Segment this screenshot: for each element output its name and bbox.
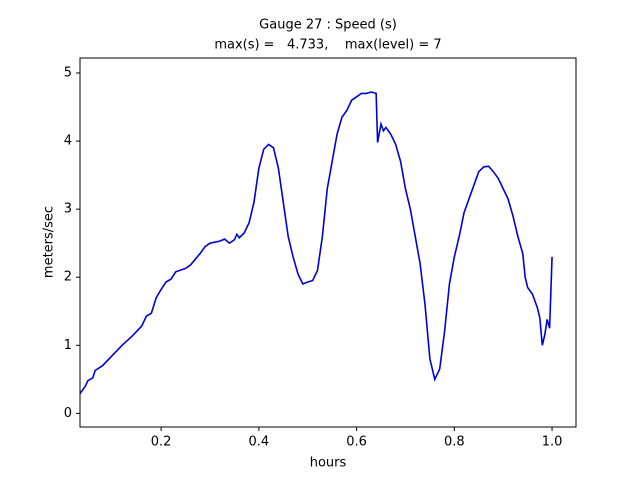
- chart-subtitle: max(s) = 4.733, max(level) = 7: [214, 38, 441, 53]
- chart-title: Gauge 27 : Speed (s): [259, 18, 397, 33]
- y-tick-label: 0: [64, 406, 72, 421]
- data-line: [80, 91, 553, 395]
- y-tick-label: 2: [64, 270, 72, 285]
- x-tick-label: 0.2: [151, 435, 172, 450]
- y-tick-label: 4: [64, 134, 72, 149]
- plot-frame: [79, 57, 577, 428]
- x-tick-label: 0.6: [346, 435, 367, 450]
- x-tick-label: 1.0: [542, 435, 563, 450]
- x-tick-label: 0.8: [444, 435, 465, 450]
- y-tick-label: 3: [64, 202, 72, 217]
- x-axis-label: hours: [310, 456, 347, 471]
- y-tick-label: 5: [64, 65, 72, 80]
- x-tick-label: 0.4: [249, 435, 270, 450]
- y-axis-label: meters/sec: [42, 206, 57, 278]
- y-tick-label: 1: [64, 338, 72, 353]
